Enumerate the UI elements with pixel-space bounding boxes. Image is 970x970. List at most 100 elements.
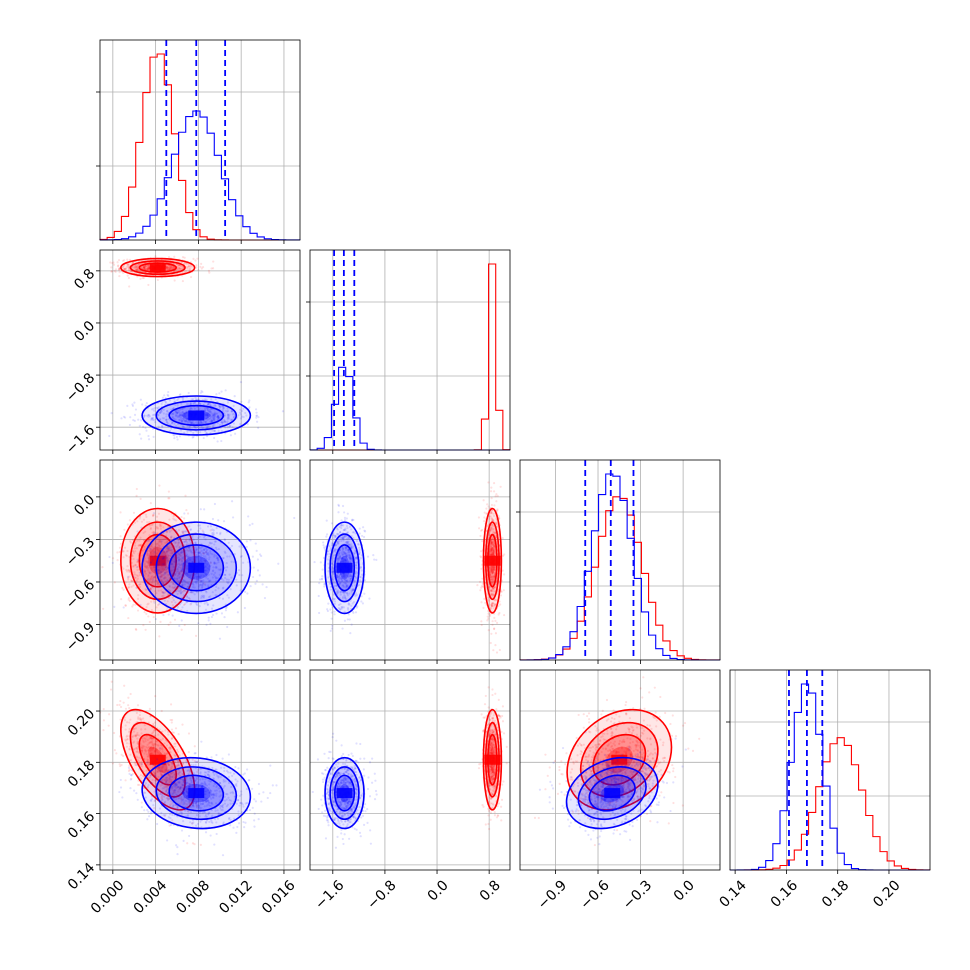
sample-point [246,592,248,594]
sample-point [103,708,105,710]
y-tick-label: −0.8 [63,370,98,405]
sample-point [344,517,346,519]
sample-point [109,261,111,263]
sample-point [256,580,258,582]
sample-point [331,618,333,620]
sample-point [135,408,137,410]
sample-point [264,597,266,599]
sample-point [149,621,151,623]
sample-point [223,616,225,618]
sample-point [173,519,175,521]
sample-point [479,535,481,537]
sample-point [214,503,216,505]
sample-point [141,403,143,405]
sample-point [186,842,188,844]
sample-point [141,277,143,279]
sample-point [205,624,207,626]
sample-point [144,588,146,590]
sample-point [490,642,492,644]
sample-point [326,520,328,522]
sample-point [168,497,170,499]
sample-point [255,542,257,544]
sample-point [113,732,115,734]
sample-point [362,526,364,528]
sample-point [113,606,115,608]
sample-point [182,280,184,282]
sample-point [491,620,493,622]
sample-point [127,523,129,525]
sample-point [326,533,328,535]
sample-point [179,435,181,437]
sample-point [373,558,375,560]
sample-point [329,608,331,610]
sample-point [193,843,195,845]
sample-point [192,436,194,438]
sample-point [135,628,137,630]
sample-point [327,603,329,605]
sample-point [184,624,186,626]
sample-point [183,517,185,519]
sample-point [203,437,205,439]
density-peak [484,556,500,566]
sample-point [213,437,215,439]
sample-point [170,719,172,721]
sample-point [188,732,190,734]
sample-point [123,685,125,687]
sample-point [153,436,155,438]
sample-point [116,551,118,553]
sample-point [253,566,255,568]
sample-point [500,594,502,596]
sample-point [176,438,178,440]
sample-point [140,604,142,606]
sample-point [367,556,369,558]
sample-point [255,412,257,414]
sample-point [167,394,169,396]
sample-point [220,391,222,393]
sample-point [181,629,183,631]
sample-point [196,258,198,260]
sample-point [496,622,498,624]
sample-point [493,490,495,492]
sample-point [293,517,295,519]
sample-point [147,435,149,437]
sample-point [132,576,134,578]
sample-point [480,601,482,603]
sample-point [277,563,279,565]
sample-point [137,419,139,421]
sample-point [132,604,134,606]
sample-point [323,585,325,587]
sample-point [223,520,225,522]
sample-point [175,727,177,729]
sample-point [125,604,127,606]
sample-point [225,609,227,611]
sample-point [208,272,210,274]
sample-point [230,434,232,436]
sample-point [249,524,251,526]
sample-point [495,632,497,634]
sample-point [318,582,320,584]
sample-point [478,527,480,529]
sample-point [123,702,125,704]
sample-point [484,602,486,604]
y-tick-label: −0.3 [63,534,98,569]
sample-point [232,516,234,518]
sample-point [503,573,505,575]
sample-point [347,513,349,515]
sample-point [188,392,190,394]
sample-point [139,278,141,280]
sample-point [170,703,172,705]
sample-point [338,505,340,507]
sample-point [248,401,250,403]
sample-point [158,485,160,487]
sample-point [116,261,118,263]
sample-point [331,611,333,613]
sample-point [184,495,186,497]
sample-point [112,562,114,564]
sample-point [120,417,122,419]
sample-point [344,519,346,521]
sample-point [325,536,327,538]
sample-point [82,264,84,266]
sample-point [125,708,127,710]
sample-point [101,566,103,568]
sample-point [183,512,185,514]
